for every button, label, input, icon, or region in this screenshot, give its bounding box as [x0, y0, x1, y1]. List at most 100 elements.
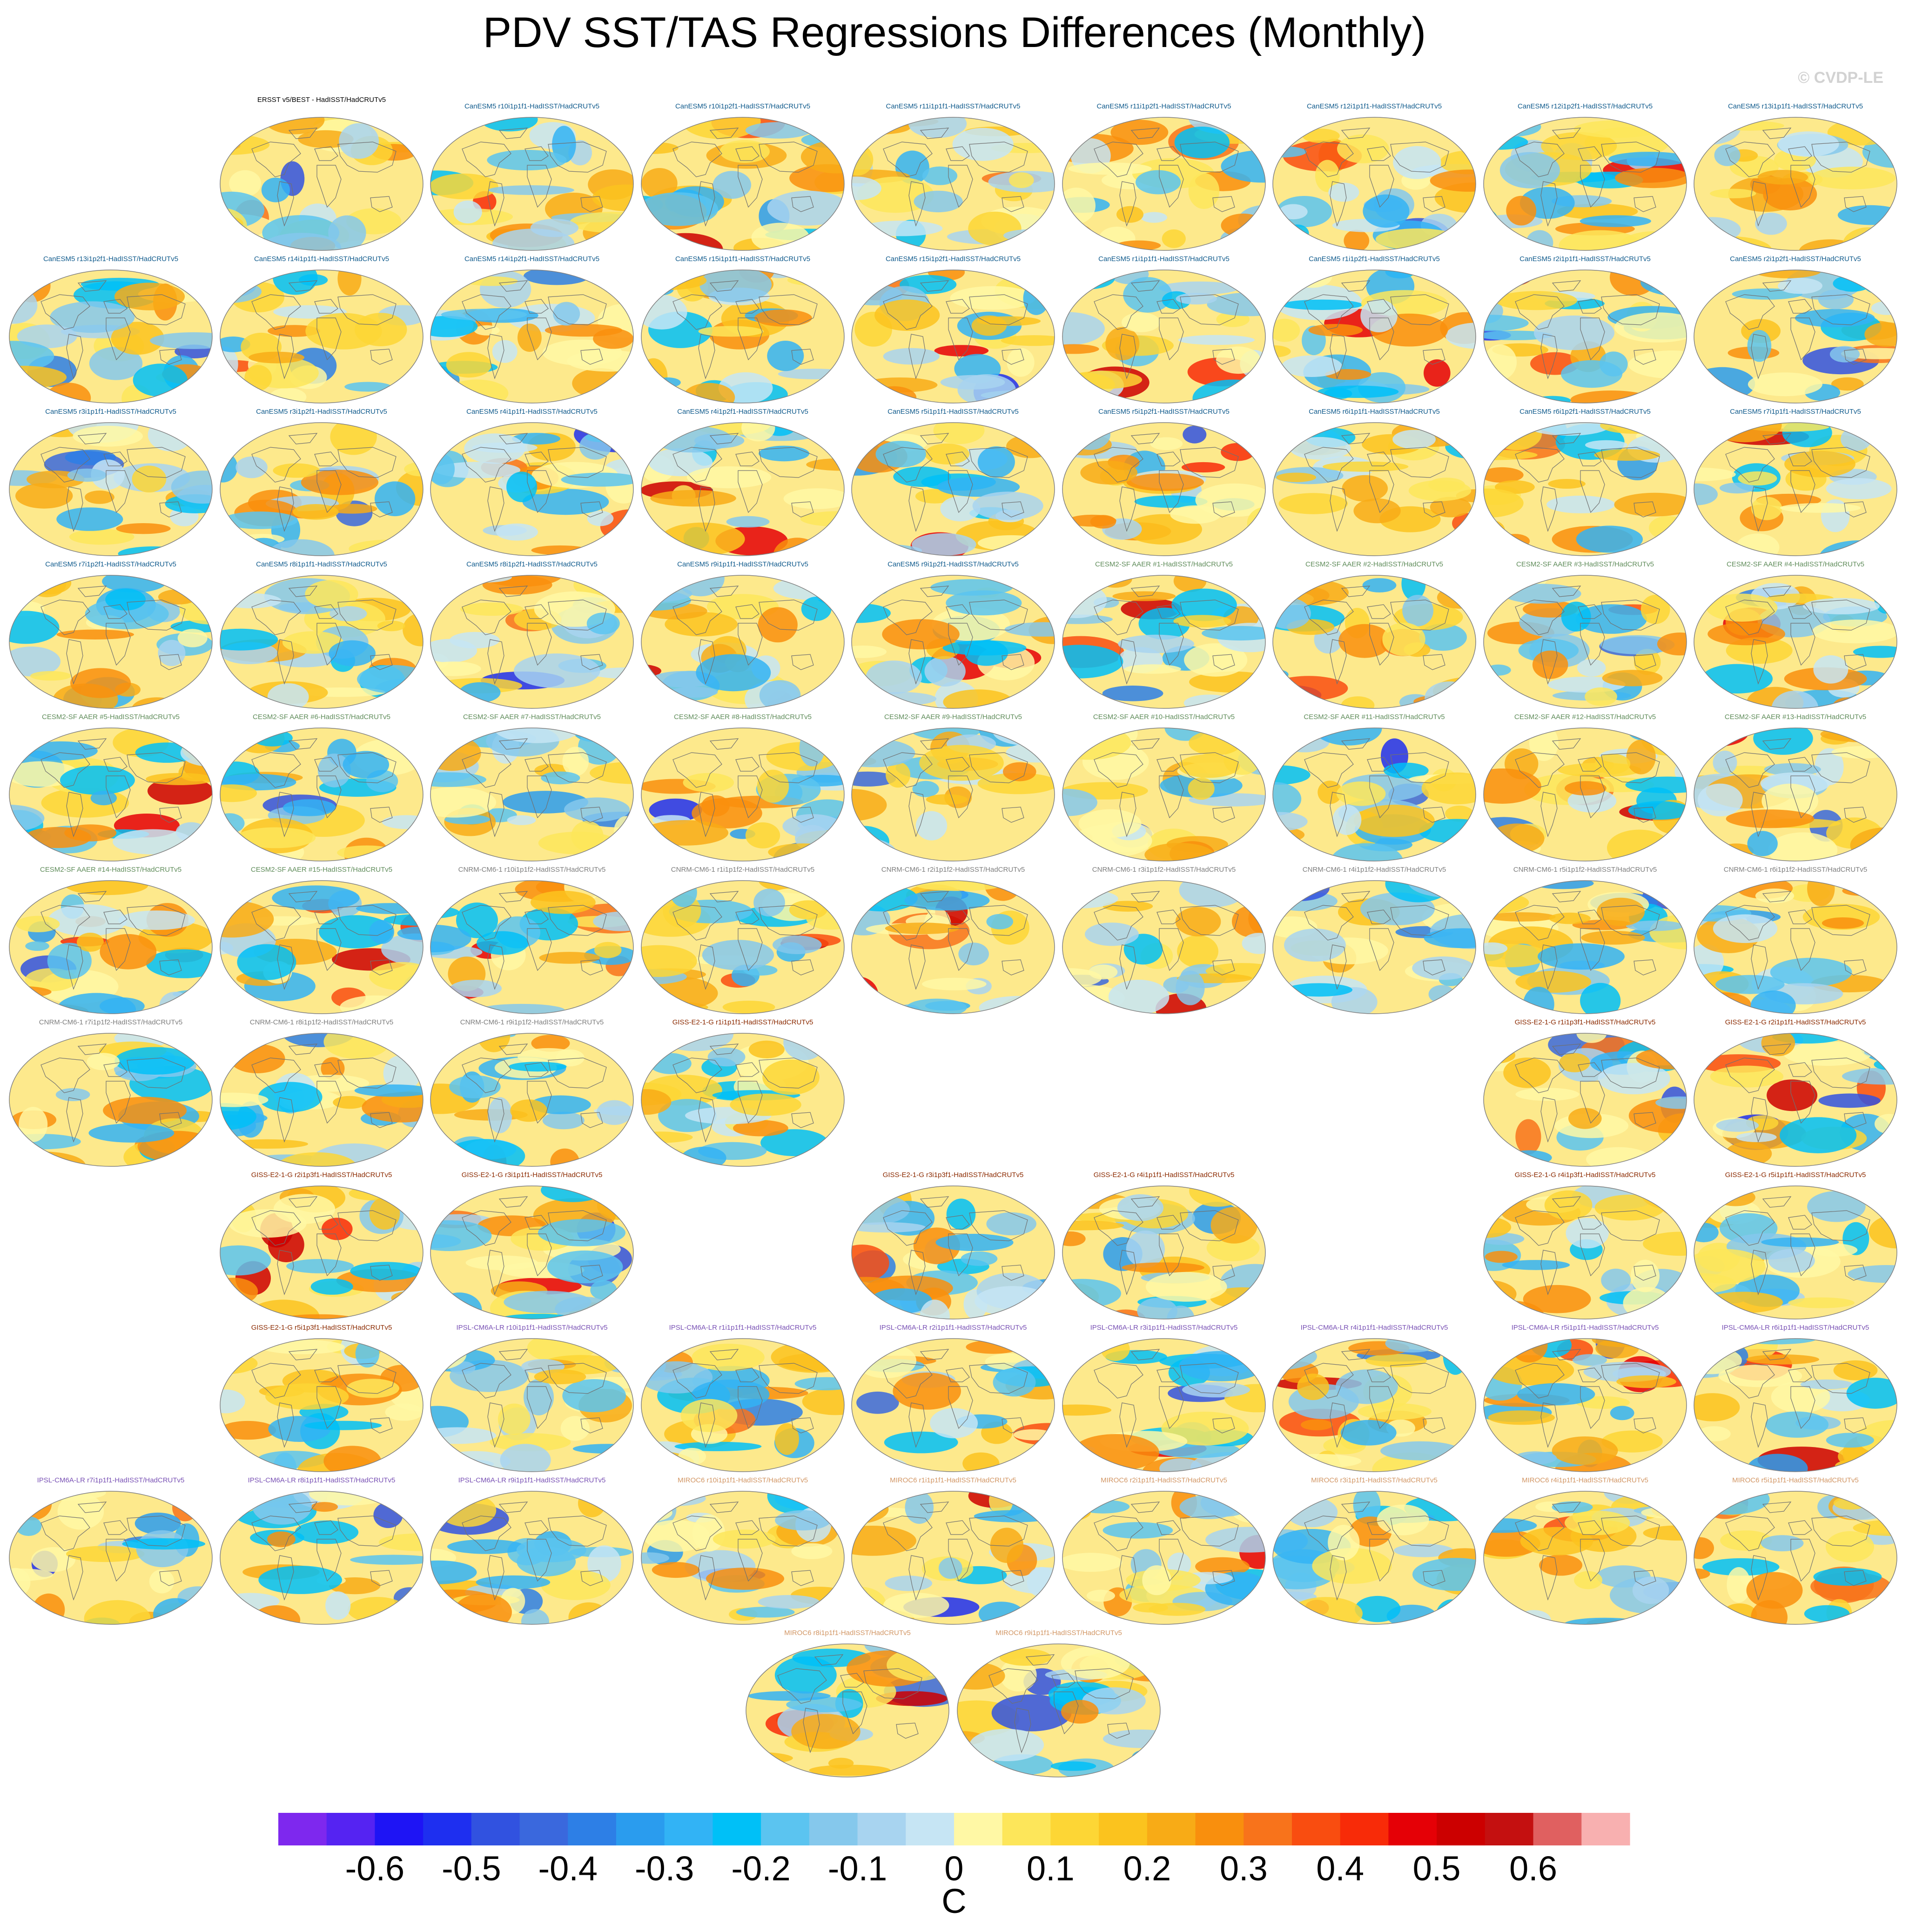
- panel-label: MIROC6 r2i1p1f1-HadISST/HadCRUTv5: [1101, 1476, 1227, 1484]
- map-panel: GISS-E2-1-G r4i1p3f1-HadISST/HadCRUTv5: [1480, 1171, 1690, 1323]
- map-panel: CanESM5 r6i1p2f1-HadISST/HadCRUTv5: [1480, 408, 1690, 559]
- panel-label: IPSL-CM6A-LR r2i1p1f1-HadISST/HadCRUTv5: [879, 1324, 1027, 1332]
- panel-map: [9, 1033, 213, 1167]
- map-panel: CESM2-SF AAER #3-HadISST/HadCRUTv5: [1480, 560, 1690, 712]
- panel-label: IPSL-CM6A-LR r3i1p1f1-HadISST/HadCRUTv5: [1090, 1324, 1238, 1332]
- panel-map: [641, 880, 845, 1014]
- map-panel: IPSL-CM6A-LR r9i1p1f1-HadISST/HadCRUTv5: [427, 1476, 637, 1628]
- panel-label: CNRM-CM6-1 r5i1p1f2-HadISST/HadCRUTv5: [1513, 866, 1657, 874]
- panel-label: MIROC6 r9i1p1f1-HadISST/HadCRUTv5: [995, 1629, 1122, 1637]
- panel-label: CESM2-SF AAER #9-HadISST/HadCRUTv5: [884, 713, 1022, 721]
- map-panel: CNRM-CM6-1 r9i1p1f2-HadISST/HadCRUTv5: [427, 1018, 637, 1170]
- map-panel: MIROC6 r10i1p1f1-HadISST/HadCRUTv5: [638, 1476, 847, 1628]
- panel-label: IPSL-CM6A-LR r7i1p1f1-HadISST/HadCRUTv5: [37, 1476, 185, 1484]
- panel-map: [220, 1185, 423, 1319]
- panel-label: CNRM-CM6-1 r6i1p1f2-HadISST/HadCRUTv5: [1723, 866, 1868, 874]
- map-panel: ERSST v5/BEST - HadISST/HadCRUTv5: [217, 96, 426, 254]
- panel-label: CESM2-SF AAER #14-HadISST/HadCRUTv5: [40, 866, 182, 874]
- panel-map: [1062, 727, 1266, 862]
- panel-label: CanESM5 r11i1p2f1-HadISST/HadCRUTv5: [1096, 102, 1231, 110]
- panel-map: [430, 1185, 634, 1319]
- panel-map: [430, 880, 634, 1014]
- map-panel: CNRM-CM6-1 r2i1p1f2-HadISST/HadCRUTv5: [848, 866, 1058, 1017]
- panel-map: [851, 1185, 1055, 1319]
- panel-label: CanESM5 r15i1p1f1-HadISST/HadCRUTv5: [675, 255, 811, 263]
- panel-map: [430, 575, 634, 709]
- map-panel: GISS-E2-1-G r2i1p1f1-HadISST/HadCRUTv5: [1691, 1018, 1900, 1170]
- map-panel: CanESM5 r8i1p2f1-HadISST/HadCRUTv5: [427, 560, 637, 712]
- panel-label: GISS-E2-1-G r1i1p3f1-HadISST/HadCRUTv5: [1514, 1018, 1656, 1026]
- panel-map: [1272, 880, 1476, 1014]
- panel-label: IPSL-CM6A-LR r8i1p1f1-HadISST/HadCRUTv5: [248, 1476, 396, 1484]
- map-panel: CanESM5 r7i1p1f1-HadISST/HadCRUTv5: [1691, 408, 1900, 559]
- map-panel: CESM2-SF AAER #5-HadISST/HadCRUTv5: [6, 713, 215, 865]
- panel-label: IPSL-CM6A-LR r10i1p1f1-HadISST/HadCRUTv5: [456, 1324, 608, 1332]
- panel-map: [1694, 880, 1897, 1014]
- map-panel: CESM2-SF AAER #9-HadISST/HadCRUTv5: [848, 713, 1058, 865]
- panel-label: CNRM-CM6-1 r4i1p1f2-HadISST/HadCRUTv5: [1302, 866, 1446, 874]
- panel-label: GISS-E2-1-G r3i1p1f1-HadISST/HadCRUTv5: [461, 1171, 603, 1179]
- map-panel: MIROC6 r2i1p1f1-HadISST/HadCRUTv5: [1059, 1476, 1269, 1628]
- panel-label: CanESM5 r9i1p1f1-HadISST/HadCRUTv5: [677, 560, 808, 568]
- panel-label: IPSL-CM6A-LR r6i1p1f1-HadISST/HadCRUTv5: [1721, 1324, 1869, 1332]
- panel-map: [9, 575, 213, 709]
- panel-label: CanESM5 r12i1p1f1-HadISST/HadCRUTv5: [1306, 102, 1442, 110]
- panel-label: CNRM-CM6-1 r2i1p1f2-HadISST/HadCRUTv5: [881, 866, 1025, 874]
- panel-label: MIROC6 r8i1p1f1-HadISST/HadCRUTv5: [784, 1629, 911, 1637]
- panel-label: GISS-E2-1-G r2i1p1f1-HadISST/HadCRUTv5: [1725, 1018, 1866, 1026]
- colorbar-units-label: C: [941, 1882, 967, 1920]
- map-panel: CanESM5 r11i1p2f1-HadISST/HadCRUTv5: [1059, 102, 1269, 254]
- panel-label: CESM2-SF AAER #15-HadISST/HadCRUTv5: [250, 866, 393, 874]
- panel-map: [1062, 117, 1266, 251]
- panel-map: [641, 117, 845, 251]
- panel-label: CanESM5 r10i1p1f1-HadISST/HadCRUTv5: [464, 102, 600, 110]
- map-panel: CanESM5 r14i1p1f1-HadISST/HadCRUTv5: [217, 255, 426, 407]
- panel-map: [9, 422, 213, 556]
- panel-map: [851, 1491, 1055, 1625]
- map-panel: CanESM5 r3i1p1f1-HadISST/HadCRUTv5: [6, 408, 215, 559]
- panel-label: GISS-E2-1-G r4i1p1f1-HadISST/HadCRUTv5: [1093, 1171, 1235, 1179]
- panel-label: CESM2-SF AAER #2-HadISST/HadCRUTv5: [1305, 560, 1443, 568]
- map-panel: CESM2-SF AAER #1-HadISST/HadCRUTv5: [1059, 560, 1269, 712]
- map-panel: CanESM5 r5i1p1f1-HadISST/HadCRUTv5: [848, 408, 1058, 559]
- panel-map: [430, 1338, 634, 1472]
- map-panel: CanESM5 r13i1p2f1-HadISST/HadCRUTv5: [6, 255, 215, 407]
- panel-map: [641, 1033, 845, 1167]
- panel-map: [641, 1338, 845, 1472]
- panel-label: CanESM5 r1i1p1f1-HadISST/HadCRUTv5: [1098, 255, 1230, 263]
- panel-map: [1062, 1185, 1266, 1319]
- panel-map: [9, 1491, 213, 1625]
- map-panel: CanESM5 r11i1p1f1-HadISST/HadCRUTv5: [848, 102, 1058, 254]
- panel-map: [220, 269, 423, 404]
- map-panel: CESM2-SF AAER #8-HadISST/HadCRUTv5: [638, 713, 847, 865]
- panel-label: MIROC6 r4i1p1f1-HadISST/HadCRUTv5: [1522, 1476, 1648, 1484]
- map-panel: CESM2-SF AAER #13-HadISST/HadCRUTv5: [1691, 713, 1900, 865]
- map-panel: CESM2-SF AAER #15-HadISST/HadCRUTv5: [217, 866, 426, 1017]
- map-panel: MIROC6 r8i1p1f1-HadISST/HadCRUTv5: [743, 1629, 952, 1781]
- panel-label: CNRM-CM6-1 r9i1p1f2-HadISST/HadCRUTv5: [460, 1018, 604, 1026]
- panel-label: CNRM-CM6-1 r7i1p1f2-HadISST/HadCRUTv5: [39, 1018, 183, 1026]
- panel-label: CanESM5 r2i1p2f1-HadISST/HadCRUTv5: [1730, 255, 1861, 263]
- panel-label: CanESM5 r15i1p2f1-HadISST/HadCRUTv5: [885, 255, 1021, 263]
- map-panel: GISS-E2-1-G r1i1p3f1-HadISST/HadCRUTv5: [1480, 1018, 1690, 1170]
- panel-map: [1483, 1185, 1687, 1319]
- panel-map: [641, 727, 845, 862]
- panel-label: MIROC6 r3i1p1f1-HadISST/HadCRUTv5: [1311, 1476, 1438, 1484]
- map-panel: CNRM-CM6-1 r10i1p1f2-HadISST/HadCRUTv5: [427, 866, 637, 1017]
- panel-map: [1062, 1491, 1266, 1625]
- map-panel: CESM2-SF AAER #4-HadISST/HadCRUTv5: [1691, 560, 1900, 712]
- map-panel: GISS-E2-1-G r1i1p1f1-HadISST/HadCRUTv5: [638, 1018, 847, 1170]
- panel-map: [1272, 727, 1476, 862]
- panel-map: [851, 727, 1055, 862]
- panel-map: [1062, 269, 1266, 404]
- panel-map: [1694, 727, 1897, 862]
- map-panel: MIROC6 r1i1p1f1-HadISST/HadCRUTv5: [848, 1476, 1058, 1628]
- map-panel: CanESM5 r2i1p1f1-HadISST/HadCRUTv5: [1480, 255, 1690, 407]
- map-panel: CanESM5 r14i1p2f1-HadISST/HadCRUTv5: [427, 255, 637, 407]
- map-panel: CanESM5 r7i1p2f1-HadISST/HadCRUTv5: [6, 560, 215, 712]
- panel-label: IPSL-CM6A-LR r1i1p1f1-HadISST/HadCRUTv5: [669, 1324, 817, 1332]
- panel-map: [1694, 575, 1897, 709]
- panel-label: CanESM5 r10i1p2f1-HadISST/HadCRUTv5: [675, 102, 811, 110]
- panel-map: [9, 880, 213, 1014]
- map-panel: CESM2-SF AAER #14-HadISST/HadCRUTv5: [6, 866, 215, 1017]
